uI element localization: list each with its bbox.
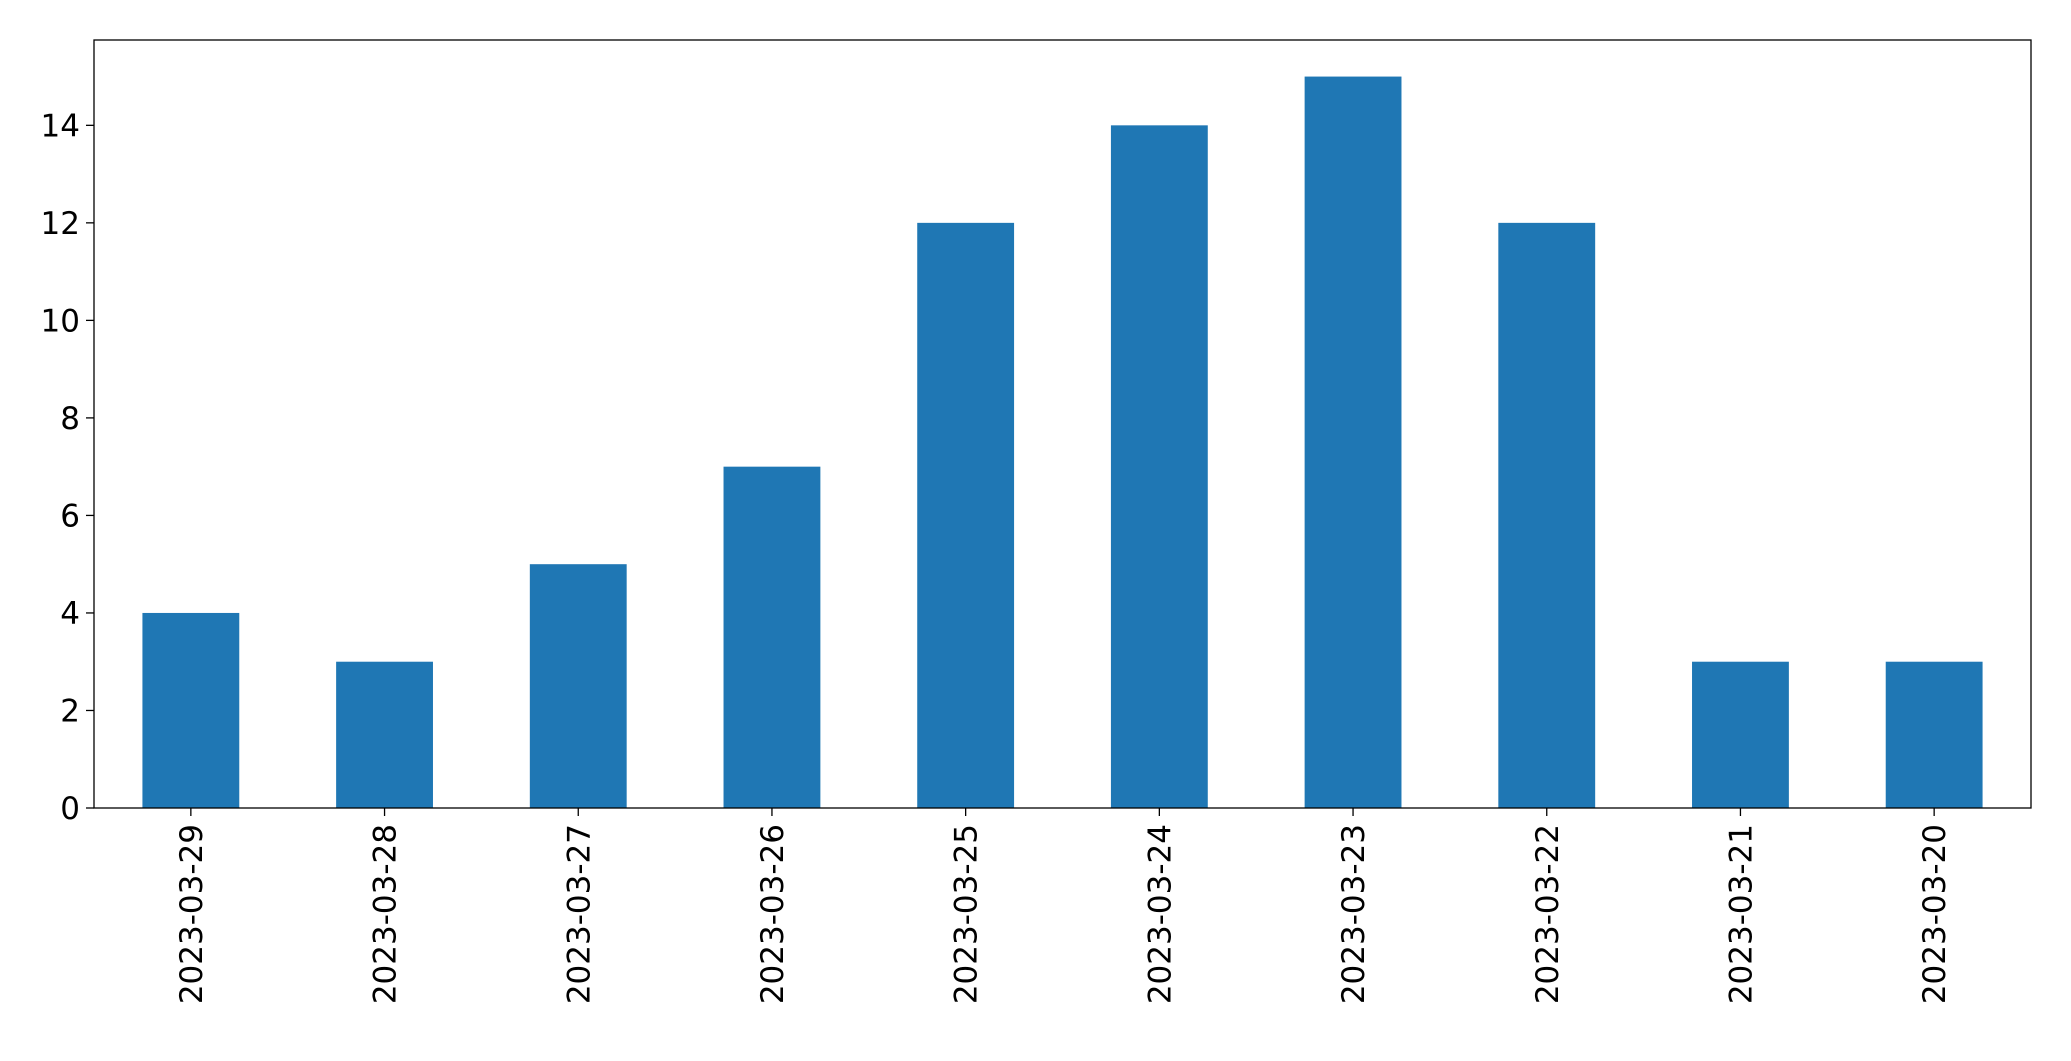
y-tick-label: 14: [41, 108, 80, 144]
plot-frame: [93, 39, 2032, 809]
bar: [723, 466, 821, 808]
y-tick-label: 4: [60, 596, 80, 632]
y-tick-label: 2: [60, 693, 80, 729]
bar: [1304, 76, 1402, 809]
y-tick-label: 8: [60, 401, 80, 437]
x-tick-label: 2023-03-25: [949, 824, 985, 1004]
bar: [1110, 125, 1208, 809]
bar: [917, 222, 1015, 808]
x-tick-label: 2023-03-29: [174, 824, 210, 1004]
bar: [336, 661, 433, 808]
x-tick-label: 2023-03-23: [1336, 824, 1372, 1004]
bar: [1885, 661, 1983, 808]
x-tick-label: 2023-03-24: [1142, 824, 1178, 1004]
y-tick-label: 6: [60, 498, 80, 534]
y-tick-label: 12: [41, 206, 80, 242]
bar: [142, 612, 240, 808]
x-tick-label: 2023-03-28: [368, 824, 404, 1004]
x-tick-label: 2023-03-22: [1530, 824, 1566, 1004]
x-tick-label: 2023-03-20: [1917, 824, 1953, 1004]
bar: [529, 564, 627, 808]
x-tick-label: 2023-03-27: [561, 824, 597, 1004]
bar: [1692, 661, 1789, 808]
x-tick-label: 2023-03-26: [755, 824, 791, 1004]
bar: [1498, 222, 1596, 808]
x-tick-label: 2023-03-21: [1723, 824, 1759, 1004]
y-tick-label: 0: [60, 791, 80, 827]
y-tick-label: 10: [41, 303, 80, 339]
